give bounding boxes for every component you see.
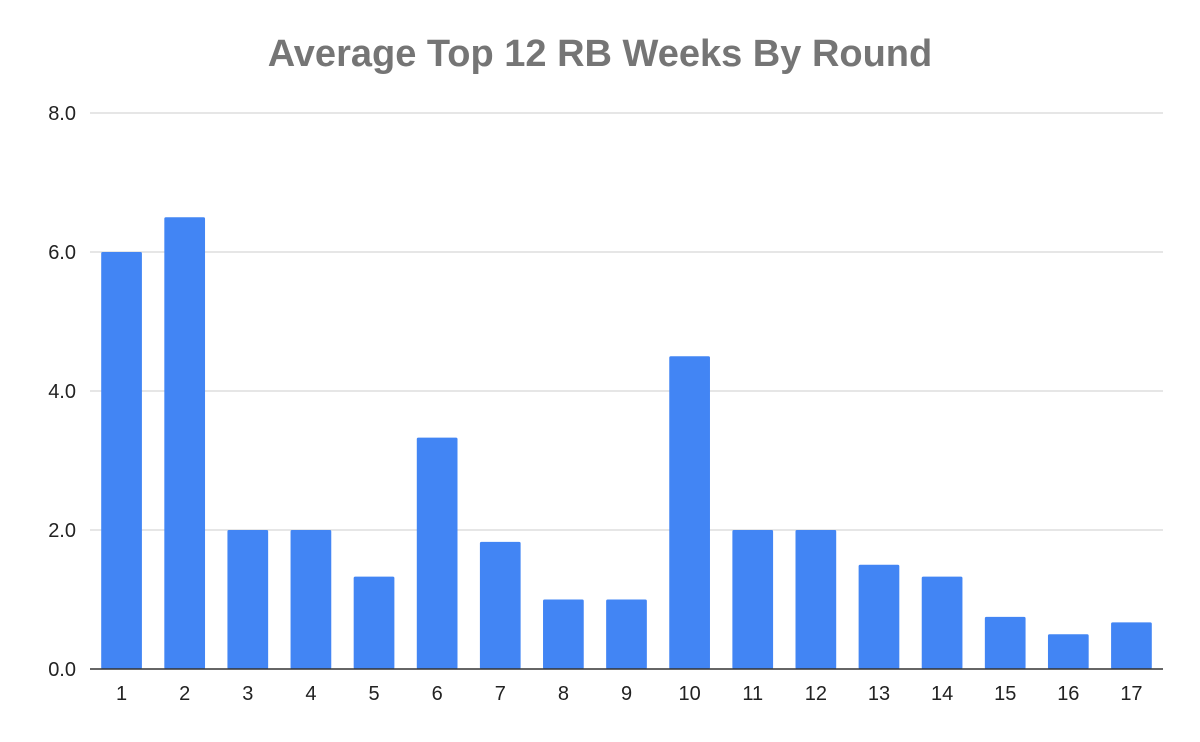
chart-title: Average Top 12 RB Weeks By Round — [267, 33, 933, 75]
x-tick-label: 11 — [742, 683, 763, 705]
bar — [227, 530, 269, 669]
bar — [669, 356, 710, 669]
y-tick-label: 8.0 — [48, 103, 76, 125]
x-tick-label: 15 — [994, 683, 1016, 705]
y-tick-label: 2.0 — [48, 520, 76, 542]
grid-lines — [90, 112, 1163, 531]
bars — [101, 217, 1152, 669]
x-tick-label: 1 — [116, 683, 127, 705]
bar — [984, 616, 1026, 669]
bar — [543, 599, 584, 669]
x-tick-label: 3 — [242, 683, 253, 705]
x-tick-label: 16 — [1057, 683, 1079, 705]
bar — [606, 599, 647, 669]
x-tick-label: 5 — [368, 683, 379, 705]
y-tick-label: 4.0 — [48, 381, 76, 403]
x-tick-label: 10 — [678, 683, 700, 705]
x-tick-label: 6 — [432, 683, 443, 705]
x-tick-label: 12 — [805, 683, 827, 705]
bar — [1111, 622, 1152, 669]
bar — [479, 541, 521, 669]
x-tick-label: 8 — [558, 683, 569, 705]
bar — [353, 576, 395, 669]
bar — [101, 252, 142, 669]
bar — [290, 530, 332, 669]
y-tick-labels: 0.0 2.0 4.0 6.0 8.0 — [48, 103, 76, 681]
bar — [921, 576, 963, 669]
bar — [858, 564, 900, 669]
bar — [1047, 634, 1089, 669]
x-tick-label: 4 — [305, 683, 316, 705]
y-tick-label: 0.0 — [48, 659, 76, 681]
bar — [416, 437, 458, 669]
x-tick-label: 17 — [1120, 683, 1142, 705]
y-tick-label: 6.0 — [48, 242, 76, 264]
bar — [795, 530, 837, 669]
x-tick-label: 2 — [179, 683, 190, 705]
bar — [732, 530, 774, 669]
x-tick-label: 14 — [931, 683, 953, 705]
x-tick-label: 13 — [868, 683, 890, 705]
x-tick-label: 9 — [621, 683, 632, 705]
bar — [164, 217, 206, 669]
x-tick-labels: 1 2 3 4 5 6 7 8 9 10 11 12 13 14 15 16 17 — [116, 683, 1143, 705]
x-tick-label: 7 — [495, 683, 506, 705]
